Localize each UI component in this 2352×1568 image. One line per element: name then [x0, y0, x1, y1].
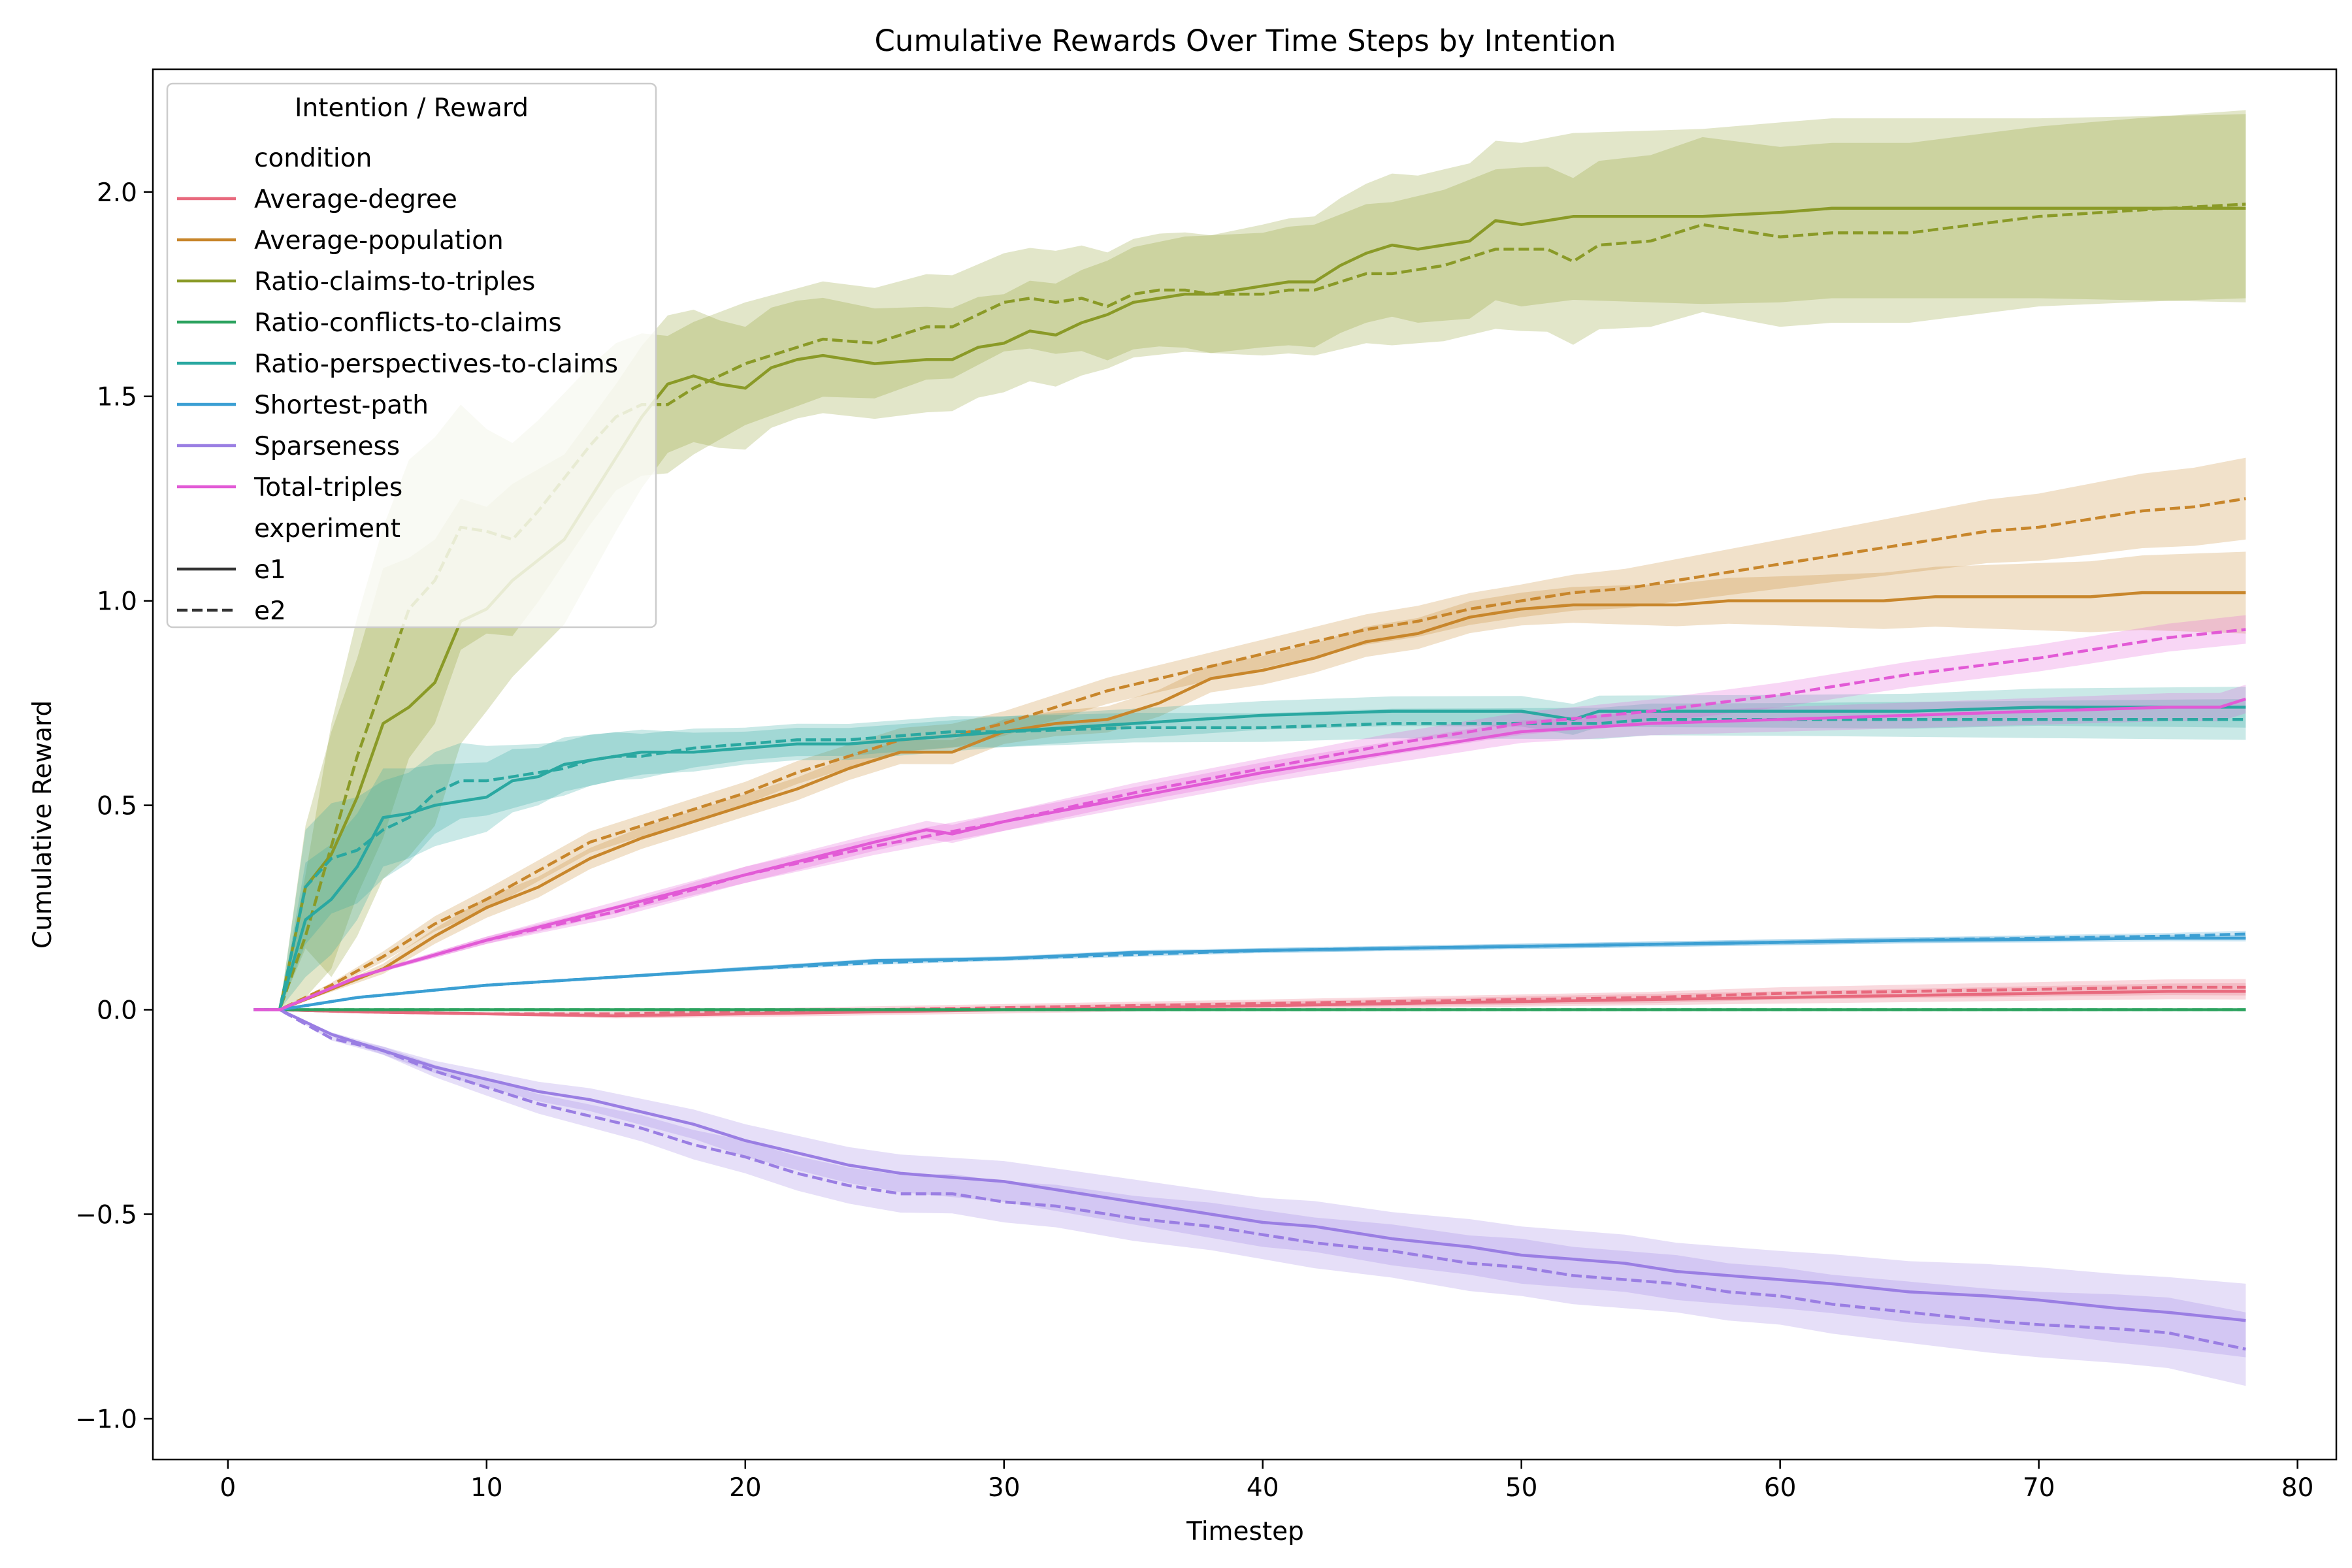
axes: 0 10 20 30 40 50 60 70 80 −1.0 −0.5 0.0 0.5 1.0 1.5 2.0 — [75, 68, 2338, 1503]
legend-condition-header: condition — [254, 144, 372, 173]
line-average-population-e2 — [253, 497, 2246, 1011]
x-tick-label: 20 — [729, 1473, 762, 1503]
legend-experiment-header: experiment — [254, 514, 400, 544]
legend-box — [166, 82, 657, 629]
y-tick-label: 1.5 — [97, 383, 137, 412]
line-average-degree-e2 — [253, 985, 2246, 1016]
x-tick-label: 50 — [1505, 1473, 1538, 1503]
plot-frame — [152, 68, 2338, 1461]
band-average-population-e2 — [253, 457, 2246, 1010]
x-tick-label: 60 — [1764, 1473, 1797, 1503]
line-sparseness-e2 — [253, 1008, 2246, 1351]
y-tick-label: 1.0 — [97, 587, 137, 617]
line-total-triples-e2 — [253, 628, 2246, 1011]
x-tick-label: 40 — [1247, 1473, 1279, 1503]
band-sparseness-e1 — [253, 1009, 2246, 1358]
band-total-triples-e1 — [253, 685, 2246, 1010]
legend-label-average-degree: Average-degree — [254, 185, 457, 214]
band-ratio-perspectives-to-claims-e2 — [253, 698, 2246, 1010]
y-tick-label: −1.0 — [75, 1405, 137, 1434]
band-sparseness-e2 — [253, 1009, 2246, 1386]
y-axis-label: Cumulative Reward — [28, 700, 57, 949]
legend-label-ratio-claims-to-triples: Ratio-claims-to-triples — [254, 267, 535, 297]
line-shortest-path-e2 — [253, 932, 2246, 1011]
legend-label-shortest-path: Shortest-path — [254, 391, 429, 420]
y-tick-label: −0.5 — [75, 1200, 137, 1230]
legend-label-total-triples: Total-triples — [253, 473, 402, 502]
legend-label-average-population: Average-population — [254, 226, 504, 255]
line-average-population-e1 — [253, 591, 2246, 1011]
band-ratio-claims-to-triples-e1 — [253, 114, 2246, 1010]
x-tick-label: 30 — [988, 1473, 1021, 1503]
legend-title: Intention / Reward — [295, 93, 529, 123]
x-tick-label: 70 — [2023, 1473, 2055, 1503]
chart-title: Cumulative Rewards Over Time Steps by In… — [875, 24, 1616, 58]
series-lines — [253, 203, 2247, 1351]
line-ratio-perspectives-to-claims-e1 — [253, 706, 2246, 1011]
y-tick-label: 2.0 — [97, 178, 137, 208]
legend: Intention / Reward condition Average-degre… — [166, 82, 657, 629]
x-tick-label: 10 — [470, 1473, 503, 1503]
legend-label-ratio-perspectives-to-claims: Ratio-perspectives-to-claims — [254, 350, 618, 379]
x-axis-label: Timestep — [1186, 1517, 1304, 1546]
x-tick-label: 80 — [2281, 1473, 2314, 1503]
legend-label-e1: e1 — [254, 555, 286, 585]
band-total-triples-e2 — [253, 615, 2246, 1010]
line-sparseness-e1 — [253, 1008, 2246, 1322]
x-tick-label: 0 — [220, 1473, 236, 1503]
legend-label-sparseness: Sparseness — [254, 432, 400, 461]
legend-label-ratio-conflicts-to-claims: Ratio-conflicts-to-claims — [254, 308, 562, 338]
legend-label-e2: e2 — [254, 596, 286, 626]
y-tick-label: 0.0 — [97, 996, 137, 1026]
band-ratio-claims-to-triples-e2 — [253, 110, 2246, 1010]
y-tick-label: 0.5 — [97, 792, 137, 821]
band-average-degree-e1 — [253, 983, 2246, 1019]
